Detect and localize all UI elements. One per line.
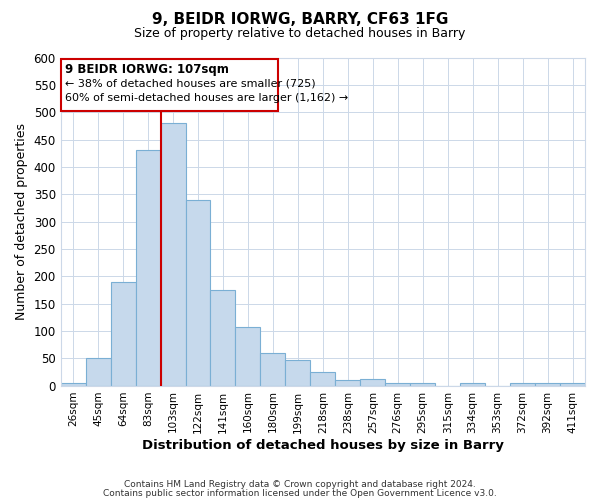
Bar bbox=[185, 200, 211, 386]
Text: 60% of semi-detached houses are larger (1,162) →: 60% of semi-detached houses are larger (… bbox=[65, 93, 348, 103]
Bar bbox=[136, 150, 161, 386]
Text: Contains public sector information licensed under the Open Government Licence v3: Contains public sector information licen… bbox=[103, 488, 497, 498]
Text: Size of property relative to detached houses in Barry: Size of property relative to detached ho… bbox=[134, 28, 466, 40]
Bar bbox=[211, 290, 235, 386]
Bar bbox=[385, 383, 410, 386]
Bar bbox=[61, 58, 278, 111]
Bar bbox=[335, 380, 360, 386]
Bar bbox=[510, 383, 535, 386]
Bar bbox=[86, 358, 110, 386]
Bar bbox=[161, 123, 185, 386]
Bar bbox=[61, 383, 86, 386]
Text: 9, BEIDR IORWG, BARRY, CF63 1FG: 9, BEIDR IORWG, BARRY, CF63 1FG bbox=[152, 12, 448, 28]
Bar bbox=[310, 372, 335, 386]
Bar bbox=[460, 383, 485, 386]
Text: Contains HM Land Registry data © Crown copyright and database right 2024.: Contains HM Land Registry data © Crown c… bbox=[124, 480, 476, 489]
Bar bbox=[110, 282, 136, 386]
Y-axis label: Number of detached properties: Number of detached properties bbox=[15, 123, 28, 320]
Bar bbox=[410, 383, 435, 386]
X-axis label: Distribution of detached houses by size in Barry: Distribution of detached houses by size … bbox=[142, 440, 504, 452]
Bar bbox=[535, 383, 560, 386]
Bar bbox=[360, 379, 385, 386]
Bar bbox=[235, 326, 260, 386]
Text: ← 38% of detached houses are smaller (725): ← 38% of detached houses are smaller (72… bbox=[65, 78, 316, 88]
Bar bbox=[560, 383, 585, 386]
Bar bbox=[286, 360, 310, 386]
Text: 9 BEIDR IORWG: 107sqm: 9 BEIDR IORWG: 107sqm bbox=[65, 63, 229, 76]
Bar bbox=[260, 353, 286, 386]
